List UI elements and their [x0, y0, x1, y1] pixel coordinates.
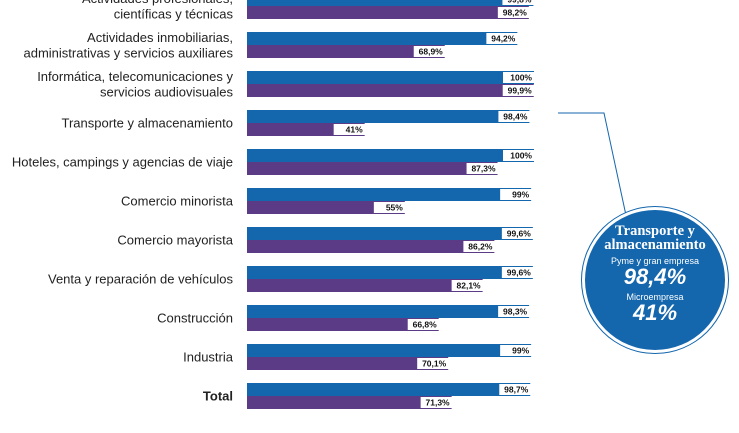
category-label-6: Comercio mayorista [117, 233, 233, 248]
category-label-4: Hoteles, campings y agencias de viaje [12, 155, 233, 170]
callout-series2-name: Microempresa [626, 292, 684, 302]
callout-series2-value: 41% [632, 300, 678, 325]
callout-connector-line [558, 112, 628, 221]
value-label-s1-1: 94,2% [491, 33, 516, 43]
category-label-7: Venta y reparación de vehículos [48, 272, 234, 287]
value-tab-s1-2 [503, 72, 535, 83]
value-tab-s2-10 [420, 397, 453, 408]
value-label-s2-9: 70,1% [422, 358, 447, 368]
value-label-s1-8: 98,3% [503, 306, 528, 316]
value-tab-s1-6 [501, 228, 534, 239]
bar-s2-6 [247, 240, 495, 253]
bar-s1-1 [247, 32, 518, 45]
category-label-10: Total [203, 389, 233, 404]
bar-s1-8 [247, 305, 530, 318]
bar-s2-2 [247, 84, 534, 97]
value-tab-s2-8 [407, 319, 440, 330]
value-label-s2-0: 98,2% [503, 7, 528, 17]
value-label-s1-9: 99% [512, 345, 529, 355]
category-label-1-line1: Actividades inmobiliarias, [87, 30, 233, 45]
value-tab-s1-0 [502, 0, 534, 5]
value-label-s2-3: 41% [346, 124, 363, 134]
value-label-s2-2: 99,9% [508, 85, 533, 95]
value-tab-s2-6 [463, 241, 495, 252]
value-tab-s2-1 [413, 46, 446, 57]
value-tab-s2-7 [451, 280, 484, 291]
category-label-2-line2: servicios audiovisuales [100, 84, 233, 99]
value-label-s1-10: 98,7% [504, 384, 529, 394]
bar-s1-2 [247, 71, 534, 84]
value-tab-s2-0 [497, 7, 530, 18]
value-tab-s1-4 [503, 150, 535, 161]
value-tab-s2-3 [333, 124, 366, 135]
category-label-1-line2: administrativas y servicios auxiliares [23, 45, 233, 60]
callout-title: Transporte y almacenamiento [604, 223, 706, 253]
category-label-0-line2: científicas y técnicas [114, 6, 234, 21]
value-label-s1-2: 100% [510, 72, 532, 82]
value-tab-s1-8 [498, 306, 530, 317]
bars-group: 99,8% 98,2% 94,2% 68,9% 100% 99,9% 98,4% 41% 100… [247, 0, 535, 409]
category-labels-group: Actividades profesionales,científicas y … [12, 0, 234, 404]
category-label-3: Transporte y almacenamiento [62, 116, 234, 131]
value-label-s2-8: 66,8% [413, 319, 438, 329]
value-tab-s2-4 [466, 163, 499, 174]
value-tab-s2-5 [373, 202, 406, 213]
bar-s1-5 [247, 188, 532, 201]
value-label-s2-6: 86,2% [468, 241, 493, 251]
category-label-9: Industria [183, 350, 234, 365]
value-tab-s1-9 [500, 345, 532, 356]
bar-s2-7 [247, 279, 483, 292]
bar-s2-1 [247, 45, 445, 58]
value-label-s1-4: 100% [510, 150, 532, 160]
bar-s2-8 [247, 318, 439, 331]
callout-circle: Transporte y almacenamiento Pyme y gran … [585, 210, 725, 350]
value-label-s1-3: 98,4% [503, 111, 528, 121]
category-label-2-line1: Informática, telecomunicaciones y [37, 69, 233, 84]
bar-s2-10 [247, 396, 452, 409]
bar-s2-5 [247, 201, 405, 214]
bar-s1-9 [247, 344, 532, 357]
category-label-5: Comercio minorista [121, 194, 234, 209]
callout-series1-value: 98,4% [623, 264, 687, 289]
value-tab-s1-10 [499, 384, 531, 395]
bar-s1-0 [247, 0, 534, 6]
value-label-s2-7: 82,1% [457, 280, 482, 290]
category-label-8: Construcción [157, 311, 233, 326]
value-label-s1-5: 99% [512, 189, 529, 199]
value-label-s1-7: 99,6% [507, 267, 532, 277]
bar-s1-3 [247, 110, 530, 123]
bar-s1-4 [247, 149, 534, 162]
value-tab-s1-5 [500, 189, 532, 200]
bar-s1-6 [247, 227, 533, 240]
bar-s1-7 [247, 266, 533, 279]
value-tab-s1-3 [498, 111, 530, 122]
value-label-s2-4: 87,3% [471, 163, 496, 173]
bar-s2-0 [247, 6, 529, 19]
bar-s2-9 [247, 357, 449, 370]
callout-series1-name: Pyme y gran empresa [610, 256, 700, 266]
category-label-0-line1: Actividades profesionales, [82, 0, 233, 6]
bar-s2-4 [247, 162, 498, 175]
value-tab-s2-2 [502, 85, 535, 96]
value-label-s2-5: 55% [386, 202, 403, 212]
value-tab-s1-7 [501, 267, 534, 278]
value-label-s2-10: 71,3% [426, 397, 451, 407]
value-label-s2-1: 68,9% [419, 46, 444, 56]
value-tab-s1-1 [486, 33, 518, 44]
value-label-s1-6: 99,6% [507, 228, 532, 238]
bar-s1-10 [247, 383, 531, 396]
value-tab-s2-9 [417, 358, 449, 369]
value-label-s1-0: 99,8% [507, 0, 532, 4]
